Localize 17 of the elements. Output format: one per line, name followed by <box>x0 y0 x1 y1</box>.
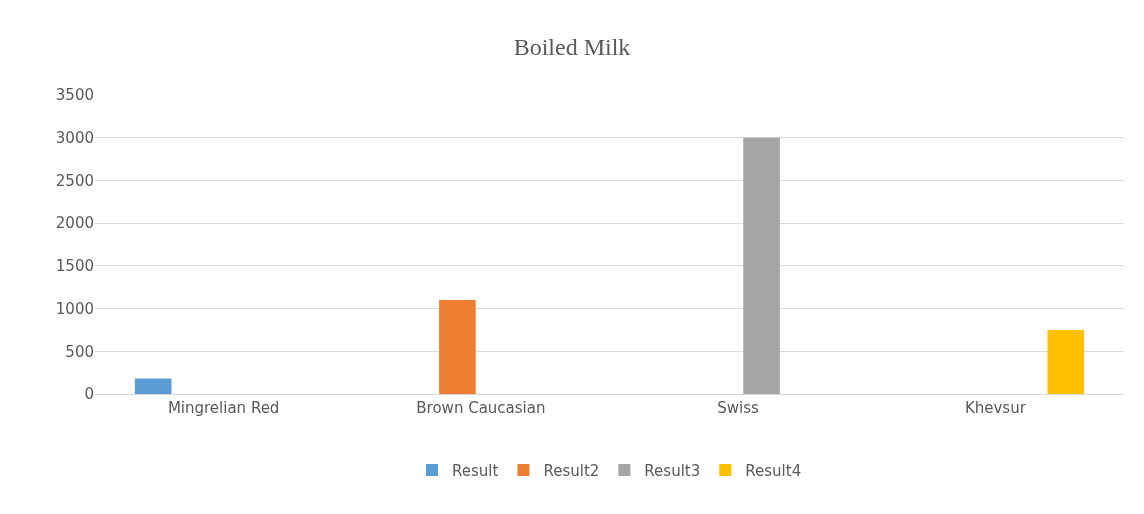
y-tick-label: 1000 <box>55 299 94 318</box>
chart-title: Boiled Milk <box>513 33 631 60</box>
y-tick-label: 1500 <box>55 257 94 276</box>
legend-label: Result <box>452 461 499 480</box>
x-tick-label: Mingrelian Red <box>167 399 280 417</box>
legend-label: Result4 <box>745 461 802 480</box>
y-tick-label: 3500 <box>55 86 94 105</box>
legend-label: Result3 <box>644 461 701 480</box>
legend-label: Result2 <box>543 461 600 480</box>
y-tick-label: 3000 <box>55 128 94 147</box>
x-tick-label: Khevsur <box>964 399 1027 417</box>
y-tick-label: 2500 <box>55 171 94 190</box>
y-tick-label: 2000 <box>55 214 94 233</box>
x-tick-label: Swiss <box>717 399 760 417</box>
y-tick-label: 0 <box>84 385 94 404</box>
y-tick-label: 500 <box>65 342 94 361</box>
x-tick-label: Brown Caucasian <box>416 399 546 417</box>
